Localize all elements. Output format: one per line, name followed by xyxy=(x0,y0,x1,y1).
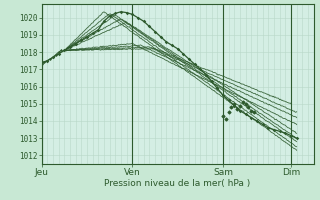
Point xyxy=(246,106,251,109)
Point xyxy=(223,118,228,121)
Point xyxy=(249,109,254,112)
Point xyxy=(220,114,226,117)
Point xyxy=(252,111,257,114)
Point xyxy=(237,104,243,107)
X-axis label: Pression niveau de la mer( hPa ): Pression niveau de la mer( hPa ) xyxy=(104,179,251,188)
Point xyxy=(229,106,234,109)
Point xyxy=(240,100,245,104)
Point xyxy=(235,107,240,111)
Point xyxy=(243,102,248,105)
Point xyxy=(226,111,231,114)
Point xyxy=(232,102,237,105)
